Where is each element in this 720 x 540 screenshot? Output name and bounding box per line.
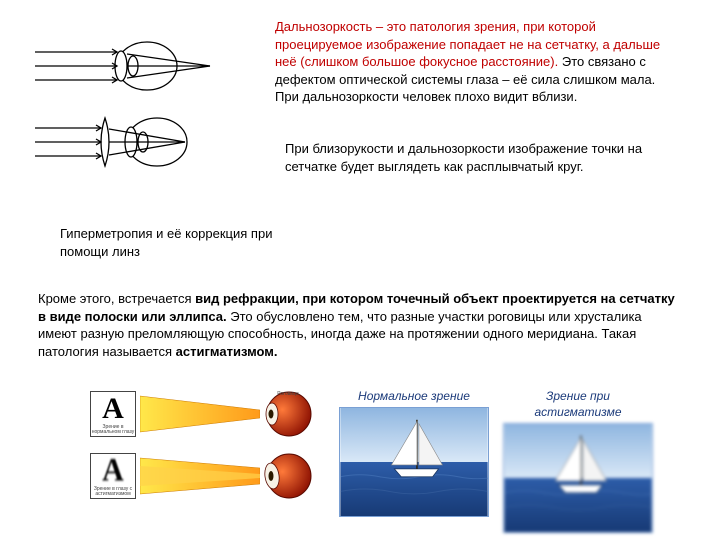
beam-normal-icon (140, 392, 260, 436)
svg-text:Роговица: Роговица (277, 391, 299, 397)
sailboat-normal-panel: Нормальное зрение (339, 388, 489, 517)
letter-normal: А Зрение в нормальном глазу (90, 391, 136, 437)
paragraph-astigmatism: Кроме этого, встречается вид рефракции, … (38, 290, 678, 360)
diagram-caption: Гиперметропия и её коррекция при помощи … (60, 225, 290, 260)
paragraph-hyperopia-definition: Дальнозоркость – это патология зрения, п… (275, 18, 680, 106)
eyeball-astigmatic-icon (264, 451, 314, 501)
paragraph-blur-circle: При близорукости и дальнозоркости изобра… (285, 140, 680, 175)
bottom-illustrations: А Зрение в нормальном глазу (90, 388, 670, 518)
sailboat-normal-title: Нормальное зрение (358, 388, 470, 404)
sailboat-normal-image (339, 407, 489, 517)
eyeball-normal-icon: Роговица (264, 389, 314, 439)
sailboat-astigmatic-image (503, 423, 653, 533)
astigmatism-ray-diagram: А Зрение в нормальном глазу (90, 388, 325, 502)
sailboat-astigmatic-title: Зрение при астигматизме (503, 388, 653, 420)
letter-astigmatic: А Зрение в глазу с астигматизмом (90, 453, 136, 499)
sailboat-astigmatic-panel: Зрение при астигматизме (503, 388, 653, 533)
beam-astigmatic-icon (140, 454, 260, 498)
eye-diagram-hypermetropia (35, 30, 235, 185)
